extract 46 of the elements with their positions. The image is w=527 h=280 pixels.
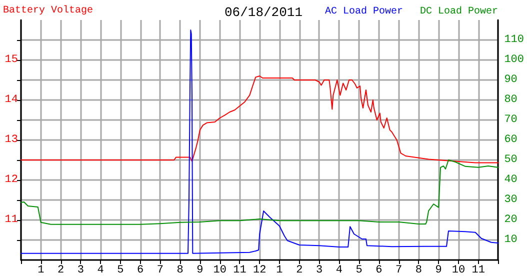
y2-tick-label: 90 xyxy=(504,74,518,86)
y2-tick-label: 100 xyxy=(504,54,524,66)
y2-tick-label: 110 xyxy=(504,34,524,46)
x-tick-label: 1 xyxy=(276,264,284,276)
line-series xyxy=(20,76,499,164)
y2-tick-label: 20 xyxy=(504,214,518,226)
x-tick-label: 5 xyxy=(356,264,362,276)
x-tick-label: 2 xyxy=(57,264,64,276)
x-tick-label: 6 xyxy=(376,264,382,276)
x-tick-label: 4 xyxy=(336,264,343,276)
y2-tick-label: 70 xyxy=(504,114,518,126)
text: DC Load Power xyxy=(420,6,498,18)
y2-tick-label: 50 xyxy=(504,154,518,166)
x-tick-label: 6 xyxy=(136,264,144,276)
y-tick-label: 12 xyxy=(4,174,18,186)
x-tick-label: 8 xyxy=(415,264,422,276)
x-tick-label: 1 xyxy=(38,264,45,276)
y-tick-label: 14 xyxy=(4,94,18,106)
y-tick-label: 13 xyxy=(4,134,18,146)
x-tick-label: 4 xyxy=(97,264,104,276)
x-tick-label: 11 xyxy=(472,264,486,276)
chart-title: 06/18/2011 xyxy=(224,5,303,20)
x-tick-label: 5 xyxy=(117,264,124,276)
x-tick-label: 3 xyxy=(316,264,323,276)
x-tick-label: 7 xyxy=(395,264,402,276)
x-tick-label: 11 xyxy=(233,264,247,276)
x-tick-label: 10 xyxy=(213,264,226,276)
x-tick-label: 9 xyxy=(435,264,442,276)
y2-tick-label: 10 xyxy=(504,234,518,246)
line-series xyxy=(20,160,499,225)
x-tick-label: 8 xyxy=(176,264,184,276)
x-tick-label: 10 xyxy=(452,264,466,276)
x-tick-label: 3 xyxy=(77,264,84,276)
y2-tick-label: 30 xyxy=(504,194,518,206)
y-tick-label: 11 xyxy=(4,214,18,226)
x-tick-label: 12 xyxy=(252,264,266,276)
text: AC Load Power xyxy=(324,6,403,18)
y-axis-title: Battery Voltage xyxy=(3,4,94,16)
line-series xyxy=(20,30,499,254)
x-tick-label: 9 xyxy=(196,264,204,276)
y2-tick-label: 80 xyxy=(504,94,518,106)
x-tick-label: 2 xyxy=(296,264,303,276)
y-tick-label: 15 xyxy=(4,54,18,66)
x-tick-label: 7 xyxy=(156,264,164,276)
y2-tick-label: 40 xyxy=(504,174,518,186)
y2-tick-label: 60 xyxy=(504,134,518,146)
